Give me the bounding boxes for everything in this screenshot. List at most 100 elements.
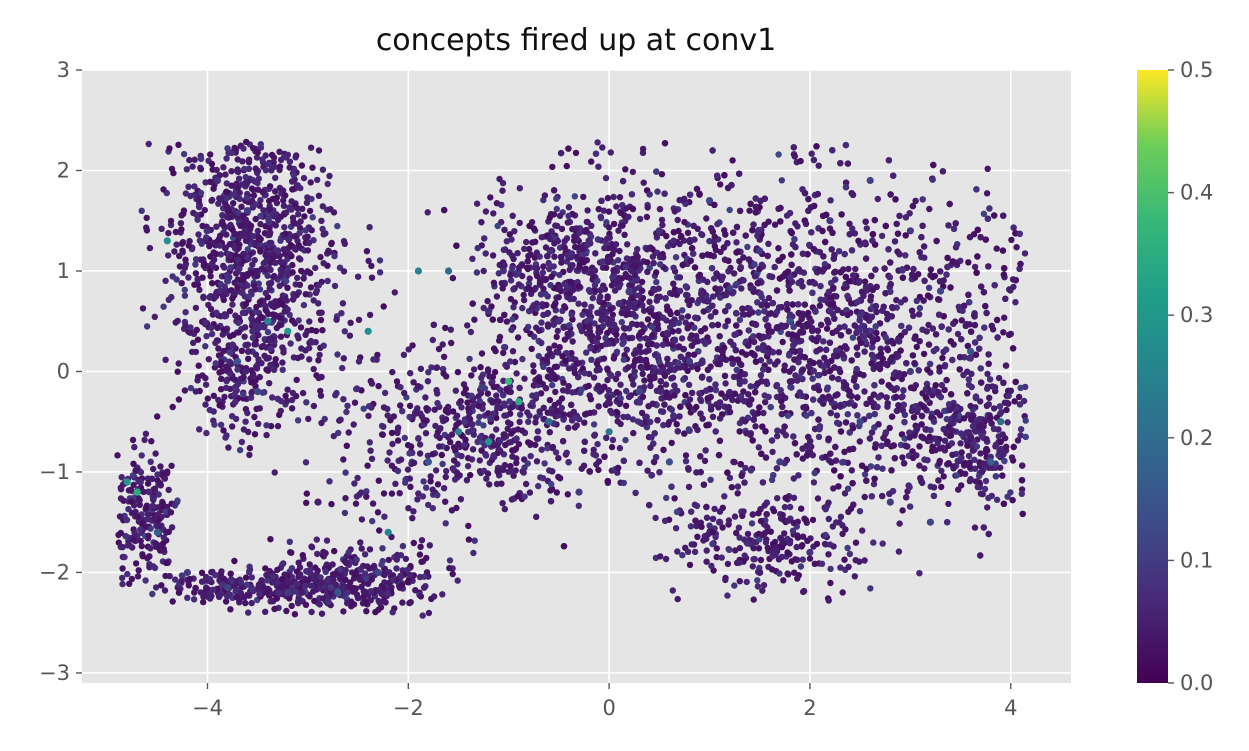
scatter-point bbox=[586, 288, 594, 295]
scatter-point bbox=[862, 327, 869, 334]
scatter-point bbox=[779, 338, 786, 346]
scatter-point bbox=[717, 294, 724, 301]
scatter-point bbox=[230, 331, 237, 338]
scatter-point bbox=[999, 247, 1007, 254]
scatter-point bbox=[815, 416, 822, 423]
scatter-point bbox=[541, 460, 548, 467]
scatter-point bbox=[679, 307, 686, 314]
scatter-point bbox=[742, 464, 749, 472]
scatter-point bbox=[301, 213, 308, 220]
scatter-point bbox=[939, 168, 947, 175]
scatter-point bbox=[985, 530, 992, 538]
scatter-point bbox=[714, 172, 721, 179]
scatter-point bbox=[209, 196, 216, 204]
scatter-point bbox=[930, 492, 938, 500]
scatter-point bbox=[286, 164, 293, 171]
scatter-point bbox=[318, 309, 325, 316]
scatter-point bbox=[765, 240, 772, 247]
scatter-point bbox=[165, 252, 172, 259]
scatter-point bbox=[289, 269, 296, 276]
scatter-point bbox=[528, 345, 535, 353]
scatter-point bbox=[803, 412, 810, 419]
scatter-point bbox=[682, 392, 689, 399]
scatter-point bbox=[490, 210, 497, 217]
scatter-point bbox=[182, 256, 189, 263]
scatter-point bbox=[315, 192, 323, 199]
scatter-point bbox=[656, 205, 664, 213]
scatter-point bbox=[661, 372, 669, 380]
scatter-point bbox=[252, 165, 259, 172]
scatter-point bbox=[227, 256, 235, 264]
scatter-point bbox=[468, 372, 475, 379]
scatter-point bbox=[538, 339, 545, 347]
scatter-point bbox=[849, 424, 857, 432]
scatter-point bbox=[984, 165, 991, 172]
scatter-point bbox=[716, 415, 724, 422]
scatter-point bbox=[575, 300, 582, 307]
scatter-point bbox=[238, 203, 245, 210]
scatter-point bbox=[906, 210, 913, 217]
scatter-point bbox=[519, 355, 526, 363]
scatter-point bbox=[694, 225, 701, 232]
scatter-point bbox=[591, 431, 599, 438]
scatter-point bbox=[717, 181, 724, 188]
scatter-point bbox=[647, 444, 654, 451]
scatter-point bbox=[651, 351, 659, 359]
scatter-point bbox=[760, 409, 767, 417]
scatter-point bbox=[736, 258, 743, 265]
scatter-point bbox=[921, 277, 928, 284]
scatter-point bbox=[935, 477, 942, 484]
scatter-point bbox=[854, 298, 861, 306]
scatter-point bbox=[207, 305, 215, 313]
scatter-point bbox=[244, 348, 252, 355]
scatter-point bbox=[638, 409, 646, 417]
scatter-point bbox=[207, 151, 214, 158]
scatter-point bbox=[600, 207, 607, 214]
scatter-point bbox=[697, 396, 704, 403]
scatter-point bbox=[228, 413, 236, 420]
scatter-point bbox=[570, 295, 577, 303]
scatter-point bbox=[298, 345, 305, 352]
scatter-point bbox=[899, 393, 906, 400]
scatter-point bbox=[671, 382, 678, 389]
scatter-point bbox=[299, 205, 306, 212]
scatter-point bbox=[564, 330, 571, 338]
scatter-point bbox=[841, 250, 848, 258]
scatter-point bbox=[752, 203, 760, 211]
scatter-point bbox=[761, 308, 768, 315]
scatter-point bbox=[816, 346, 824, 353]
scatter-point bbox=[991, 212, 998, 219]
scatter-point bbox=[906, 503, 914, 510]
scatter-point bbox=[469, 446, 477, 453]
scatter-point bbox=[913, 425, 921, 432]
scatter-point bbox=[872, 302, 880, 310]
scatter-point bbox=[964, 390, 971, 397]
scatter-point bbox=[425, 369, 432, 376]
scatter-point bbox=[862, 255, 870, 262]
scatter-point bbox=[302, 459, 310, 466]
scatter-point bbox=[294, 274, 301, 282]
scatter-point bbox=[195, 196, 203, 204]
scatter-point bbox=[592, 452, 600, 459]
scatter-point bbox=[331, 252, 338, 260]
scatter-point bbox=[657, 388, 664, 395]
scatter-point bbox=[210, 392, 217, 399]
scatter-point bbox=[643, 423, 651, 431]
scatter-point bbox=[229, 342, 237, 349]
scatter-point bbox=[219, 331, 226, 338]
scatter-point bbox=[844, 292, 851, 300]
scatter-point bbox=[669, 290, 676, 298]
scatter-point bbox=[994, 334, 1001, 341]
scatter-point bbox=[243, 138, 250, 146]
scatter-point bbox=[712, 386, 719, 394]
scatter-point bbox=[854, 394, 861, 401]
scatter-point bbox=[324, 277, 331, 285]
scatter-point bbox=[235, 244, 242, 252]
scatter-point bbox=[749, 437, 756, 444]
scatter-point bbox=[925, 321, 932, 329]
scatter-point bbox=[805, 433, 812, 441]
scatter-point bbox=[223, 213, 231, 221]
scatter-point bbox=[289, 186, 296, 193]
scatter-point bbox=[720, 244, 728, 251]
scatter-point bbox=[166, 145, 173, 152]
